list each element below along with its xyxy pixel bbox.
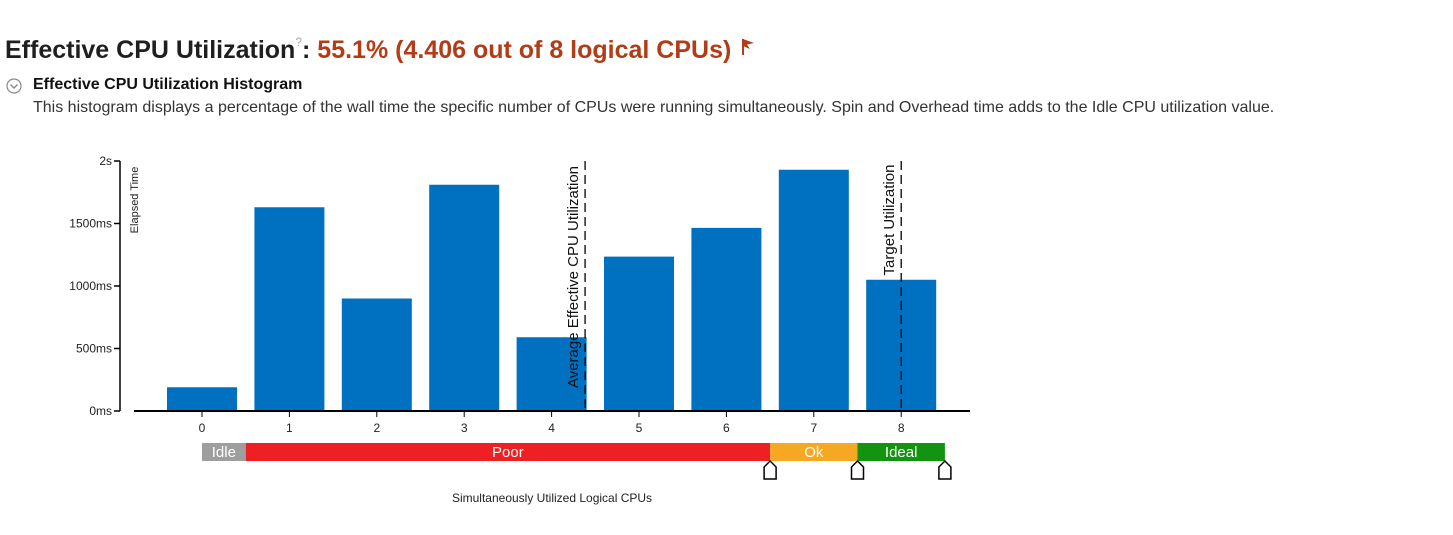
histogram-heading: Effective CPU Utilization Histogram bbox=[33, 76, 303, 93]
range-ideal bbox=[857, 443, 945, 461]
x-tick-label: 8 bbox=[898, 421, 905, 435]
x-tick-label: 2 bbox=[373, 421, 380, 435]
y-tick-label: 0ms bbox=[89, 404, 112, 418]
range-label: Poor bbox=[492, 444, 524, 461]
range-label: Idle bbox=[212, 444, 236, 461]
range-label: Ideal bbox=[885, 444, 918, 461]
x-tick-label: 5 bbox=[636, 421, 643, 435]
bar-4 bbox=[516, 337, 587, 411]
x-tick-label: 3 bbox=[461, 421, 468, 435]
y-tick-label: 500ms bbox=[76, 342, 112, 356]
x-tick-label: 7 bbox=[810, 421, 817, 435]
range-label: Ok bbox=[804, 444, 824, 461]
bar-3 bbox=[429, 184, 500, 411]
title-colon: : bbox=[302, 36, 311, 64]
range-handle-icon[interactable] bbox=[850, 459, 865, 480]
range-handle-icon[interactable] bbox=[938, 459, 952, 480]
bar-2 bbox=[341, 298, 412, 411]
flag-icon[interactable] bbox=[741, 34, 755, 63]
title-text: Effective CPU Utilization bbox=[5, 36, 296, 64]
x-tick-label: 6 bbox=[723, 421, 730, 435]
x-axis-label: Simultaneously Utilized Logical CPUs bbox=[452, 491, 652, 505]
bar-5 bbox=[604, 256, 674, 411]
y-tick-label: 2s bbox=[99, 154, 112, 168]
x-tick-label: 0 bbox=[199, 421, 206, 435]
reference-line-label: Target Utilization bbox=[881, 165, 898, 276]
range-idle bbox=[202, 443, 246, 461]
bar-7 bbox=[778, 169, 849, 411]
y-tick-label: 1000ms bbox=[69, 279, 112, 293]
bar-0 bbox=[167, 387, 237, 411]
y-axis-label: Elapsed Time bbox=[129, 167, 141, 234]
x-tick-label: 4 bbox=[548, 421, 555, 435]
chevron-collapse-icon[interactable] bbox=[6, 78, 22, 94]
histogram-description: This histogram displays a percentage of … bbox=[33, 99, 1275, 116]
x-tick-label: 1 bbox=[286, 421, 293, 435]
range-poor bbox=[245, 443, 771, 461]
page-title: Effective CPU Utilization?: 55.1% (4.406… bbox=[5, 34, 755, 66]
bar-1 bbox=[254, 207, 325, 411]
help-icon[interactable]: ? bbox=[295, 35, 303, 49]
reference-line-label: Average Effective CPU Utilization bbox=[565, 166, 582, 388]
bar-6 bbox=[691, 227, 762, 411]
y-tick-label: 1500ms bbox=[69, 217, 112, 231]
range-ok bbox=[770, 443, 858, 461]
cpu-utilization-value: 55.1% (4.406 out of 8 logical CPUs) bbox=[317, 36, 732, 64]
range-handle-icon[interactable] bbox=[763, 459, 777, 480]
